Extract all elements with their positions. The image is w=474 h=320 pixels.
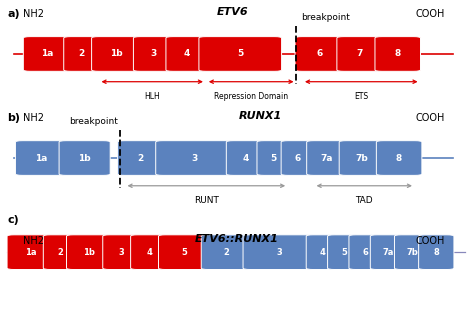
Text: COOH: COOH <box>416 9 445 20</box>
FancyBboxPatch shape <box>243 235 317 269</box>
Text: 6: 6 <box>295 154 301 163</box>
FancyBboxPatch shape <box>118 141 163 175</box>
FancyBboxPatch shape <box>257 141 291 175</box>
Text: 1b: 1b <box>78 154 91 163</box>
FancyBboxPatch shape <box>201 235 252 269</box>
Text: 5: 5 <box>182 248 187 257</box>
FancyBboxPatch shape <box>199 36 282 71</box>
FancyBboxPatch shape <box>7 235 54 269</box>
Text: 4: 4 <box>183 50 190 59</box>
Text: RUNX1: RUNX1 <box>238 111 282 122</box>
Text: HLH: HLH <box>145 92 160 100</box>
Text: 3: 3 <box>119 248 125 257</box>
FancyBboxPatch shape <box>375 36 420 71</box>
FancyBboxPatch shape <box>306 235 339 269</box>
Text: b): b) <box>7 113 20 124</box>
Text: 8: 8 <box>433 248 439 257</box>
FancyBboxPatch shape <box>281 141 315 175</box>
FancyBboxPatch shape <box>59 141 110 175</box>
FancyBboxPatch shape <box>23 36 72 71</box>
Text: 7a: 7a <box>321 154 333 163</box>
FancyBboxPatch shape <box>133 36 174 71</box>
FancyBboxPatch shape <box>337 36 383 71</box>
FancyBboxPatch shape <box>131 235 169 269</box>
Text: COOH: COOH <box>416 236 445 246</box>
Text: 7b: 7b <box>356 154 368 163</box>
Text: 3: 3 <box>151 50 157 59</box>
Text: 8: 8 <box>396 154 402 163</box>
Text: 4: 4 <box>319 248 326 257</box>
Text: NH2: NH2 <box>23 113 45 124</box>
FancyBboxPatch shape <box>155 141 234 175</box>
Text: 2: 2 <box>57 248 63 257</box>
Text: 7b: 7b <box>406 248 418 257</box>
Text: 6: 6 <box>316 50 323 59</box>
Text: 1a: 1a <box>25 248 36 257</box>
FancyBboxPatch shape <box>43 235 77 269</box>
Text: 7a: 7a <box>383 248 393 257</box>
Text: 1a: 1a <box>42 50 54 59</box>
Text: 2: 2 <box>79 50 85 59</box>
Text: 5: 5 <box>341 248 347 257</box>
Text: 3: 3 <box>191 154 198 163</box>
Text: breakpoint: breakpoint <box>69 117 118 126</box>
Text: c): c) <box>7 215 19 226</box>
FancyBboxPatch shape <box>64 36 100 71</box>
Text: 3: 3 <box>277 248 283 257</box>
Text: 7: 7 <box>356 50 363 59</box>
Text: ETV6: ETV6 <box>217 7 248 17</box>
Text: 1b: 1b <box>83 248 95 257</box>
FancyBboxPatch shape <box>166 36 207 71</box>
FancyBboxPatch shape <box>394 235 430 269</box>
FancyBboxPatch shape <box>66 235 112 269</box>
FancyBboxPatch shape <box>158 235 210 269</box>
FancyBboxPatch shape <box>349 235 382 269</box>
FancyBboxPatch shape <box>339 141 385 175</box>
Text: NH2: NH2 <box>23 9 45 20</box>
FancyBboxPatch shape <box>376 141 422 175</box>
Text: COOH: COOH <box>416 113 445 124</box>
Text: a): a) <box>7 9 20 20</box>
Text: breakpoint: breakpoint <box>301 13 350 22</box>
Text: 4: 4 <box>147 248 153 257</box>
FancyBboxPatch shape <box>226 141 266 175</box>
Text: 5: 5 <box>271 154 277 163</box>
Text: 8: 8 <box>394 50 401 59</box>
Text: Repression Domain: Repression Domain <box>214 92 288 100</box>
FancyBboxPatch shape <box>103 235 141 269</box>
Text: 2: 2 <box>137 154 144 163</box>
Text: 6: 6 <box>362 248 368 257</box>
Text: RUNT: RUNT <box>194 196 219 205</box>
Text: 1b: 1b <box>109 50 122 59</box>
FancyBboxPatch shape <box>328 235 360 269</box>
Text: NH2: NH2 <box>23 236 45 246</box>
FancyBboxPatch shape <box>16 141 66 175</box>
FancyBboxPatch shape <box>307 141 347 175</box>
Text: 1a: 1a <box>35 154 47 163</box>
Text: ETV6::RUNX1: ETV6::RUNX1 <box>195 234 279 244</box>
FancyBboxPatch shape <box>370 235 406 269</box>
Text: TAD: TAD <box>356 196 373 205</box>
Text: 4: 4 <box>243 154 249 163</box>
Text: ETS: ETS <box>354 92 368 100</box>
Text: 5: 5 <box>237 50 243 59</box>
Text: 2: 2 <box>224 248 230 257</box>
FancyBboxPatch shape <box>91 36 140 71</box>
FancyBboxPatch shape <box>419 235 454 269</box>
FancyBboxPatch shape <box>295 36 344 71</box>
